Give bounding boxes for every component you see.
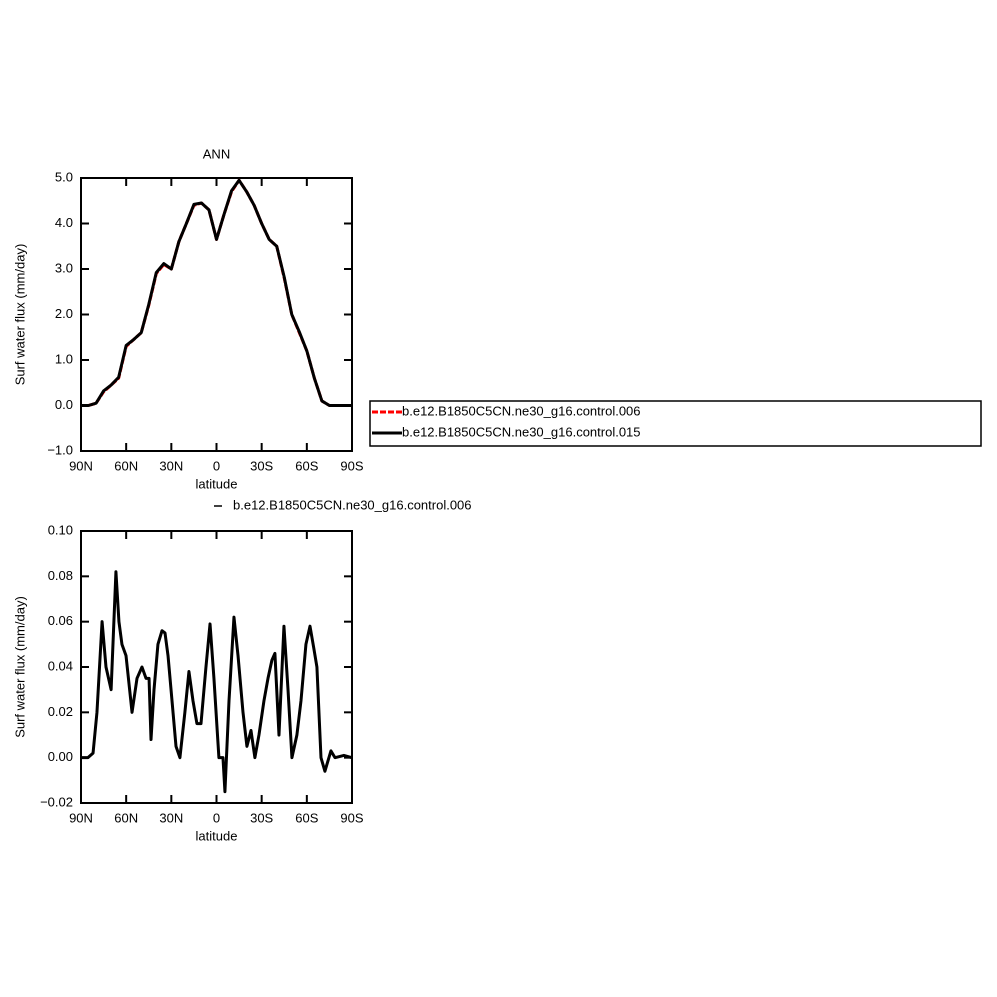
x-tick-label: 30S <box>250 810 273 825</box>
x-tick-label: 30N <box>159 810 183 825</box>
y-tick-label: −0.02 <box>40 794 73 809</box>
y-tick-label: 0.06 <box>48 613 73 628</box>
x-axis-label: latitude <box>196 828 238 843</box>
y-tick-label: 1.0 <box>55 351 73 366</box>
chart-title: ANN <box>203 146 230 161</box>
plot-frame <box>80 530 353 804</box>
x-tick-label: 30S <box>250 458 273 473</box>
y-tick-label: 0.08 <box>48 568 73 583</box>
y-tick-label: 0.10 <box>48 522 73 537</box>
y-axis-label: Surf water flux (mm/day) <box>12 244 27 386</box>
x-tick-label: 0 <box>213 810 220 825</box>
y-tick-label: 2.0 <box>55 306 73 321</box>
plot-frame <box>80 177 353 452</box>
y-tick-label: 0.0 <box>55 397 73 412</box>
y-axis-label: Surf water flux (mm/day) <box>12 596 27 738</box>
legend-label: b.e12.B1850C5CN.ne30_g16.control.015 <box>402 424 641 439</box>
y-tick-label: 5.0 <box>55 169 73 184</box>
x-tick-label: 90S <box>340 458 363 473</box>
x-axis-label: latitude <box>196 476 238 491</box>
x-tick-label: 30N <box>159 458 183 473</box>
legend-label: b.e12.B1850C5CN.ne30_g16.control.006 <box>233 497 472 512</box>
y-tick-label: 0.02 <box>48 704 73 719</box>
y-tick-label: 4.0 <box>55 215 73 230</box>
x-tick-label: 0 <box>213 458 220 473</box>
x-tick-label: 60S <box>295 810 318 825</box>
y-tick-label: 3.0 <box>55 260 73 275</box>
x-tick-label: 90N <box>69 458 93 473</box>
x-tick-label: 60N <box>114 810 138 825</box>
series-line <box>81 570 353 794</box>
y-tick-label: 0.04 <box>48 658 73 673</box>
x-tick-label: 90N <box>69 810 93 825</box>
x-tick-label: 60S <box>295 458 318 473</box>
y-tick-label: 0.00 <box>48 749 73 764</box>
y-tick-label: −1.0 <box>47 442 73 457</box>
x-tick-label: 60N <box>114 458 138 473</box>
x-tick-label: 90S <box>340 810 363 825</box>
legend-label: b.e12.B1850C5CN.ne30_g16.control.006 <box>402 403 641 418</box>
series-line <box>81 178 352 407</box>
legend-box <box>369 400 982 447</box>
